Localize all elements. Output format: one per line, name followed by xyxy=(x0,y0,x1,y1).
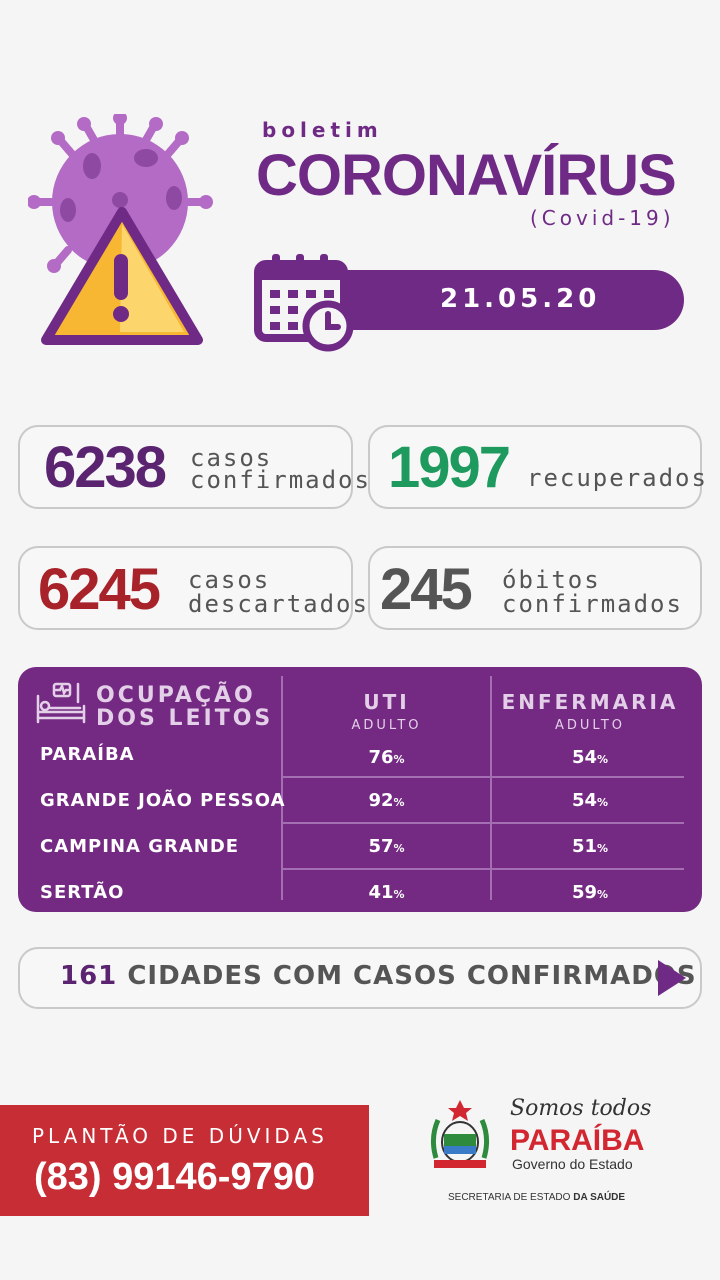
subtitle: (Covid-19) xyxy=(530,206,675,230)
deaths-label-2: confirmados xyxy=(502,590,683,618)
calendar-clock-icon xyxy=(254,254,354,352)
date-pill xyxy=(300,270,684,330)
recovered-label: recuperados xyxy=(527,464,708,492)
secretaria-label: SECRETARIA DE ESTADO DA SAÚDE xyxy=(448,1192,626,1203)
ward-column-header: ENFERMARIA xyxy=(501,690,679,714)
deaths-card xyxy=(368,546,702,630)
table-row-name: SERTÃO xyxy=(40,882,125,903)
row-divider xyxy=(282,822,684,824)
table-row-name: PARAÍBA xyxy=(40,744,135,765)
table-row-ward: 54% xyxy=(571,747,609,768)
table-row-ward: 54% xyxy=(571,790,609,811)
row-divider xyxy=(282,776,684,778)
discarded-value: 6245 xyxy=(38,557,161,622)
hotline-phone[interactable]: (83) 99146-9790 xyxy=(34,1156,315,1198)
deaths-label-1: óbitos xyxy=(502,566,601,594)
confirmed-value: 6238 xyxy=(44,435,167,500)
discarded-card xyxy=(18,546,353,630)
slogan: Somos todos xyxy=(510,1096,652,1121)
table-row-name: CAMPINA GRANDE xyxy=(40,836,240,857)
confirmed-label-1: casos xyxy=(190,444,273,472)
table-row-name: GRANDE JOÃO PESSOA xyxy=(40,790,286,811)
virus-warning-icon xyxy=(28,114,213,345)
table-row-uti: 57% xyxy=(368,836,405,857)
hospital-bed-icon xyxy=(36,682,86,724)
column-divider xyxy=(281,676,283,900)
discarded-label-1: casos xyxy=(188,566,271,594)
recovered-value: 1997 xyxy=(388,435,511,500)
beds-title-1: OCUPAÇÃO xyxy=(96,683,256,708)
table-row-uti: 76% xyxy=(368,747,405,768)
beds-occupancy-table xyxy=(18,667,702,912)
column-divider xyxy=(490,676,492,900)
deaths-value: 245 xyxy=(380,557,473,622)
cities-label: CIDADES COM CASOS CONFIRMADOS xyxy=(127,961,697,991)
confirmed-card xyxy=(18,425,353,509)
discarded-label-2: descartados xyxy=(188,590,369,618)
table-row-ward: 59% xyxy=(571,882,609,903)
play-arrow-icon xyxy=(658,960,686,996)
cities-banner xyxy=(18,947,702,1009)
cities-text: 161 CIDADES COM CASOS CONFIRMADOS xyxy=(60,961,697,991)
kicker: boletim xyxy=(262,118,383,142)
state-coat-of-arms-icon xyxy=(430,1100,490,1168)
government-label: Governo do Estado xyxy=(512,1156,633,1172)
table-row-uti: 41% xyxy=(368,882,405,903)
table-row-uti: 92% xyxy=(368,790,405,811)
page-title: CORONAVÍRUS xyxy=(256,143,677,208)
beds-title-2: DOS LEITOS xyxy=(96,706,274,731)
confirmed-label-2: confirmados xyxy=(190,466,371,494)
state-name: PARAÍBA xyxy=(510,1124,645,1157)
table-row-ward: 51% xyxy=(571,836,609,857)
cities-count: 161 xyxy=(60,961,118,991)
bulletin-date: 21.05.20 xyxy=(440,284,601,314)
recovered-card xyxy=(368,425,702,509)
ward-column-subheader: ADULTO xyxy=(554,718,626,733)
hotline-label: PLANTÃO DE DÚVIDAS xyxy=(32,1124,328,1148)
row-divider xyxy=(282,868,684,870)
uti-column-header: UTI xyxy=(363,690,410,714)
uti-column-subheader: ADULTO xyxy=(351,718,422,733)
hotline-box xyxy=(0,1105,369,1216)
